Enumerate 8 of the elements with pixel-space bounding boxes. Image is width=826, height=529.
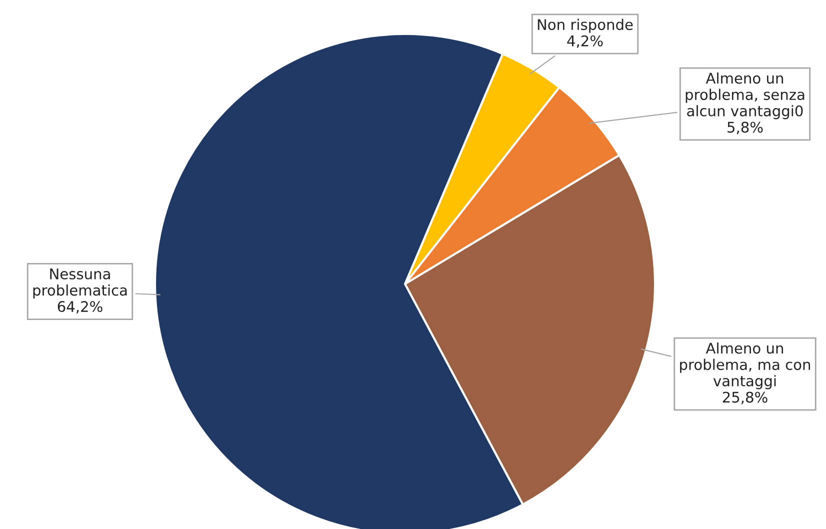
slice-label: Non risponde bbox=[538, 18, 633, 33]
data-label: 4,2% bbox=[567, 35, 603, 48]
slice-label: Almeno un problema, senza alcun vantaggi0 bbox=[686, 72, 804, 120]
data-label: 5,8% bbox=[728, 122, 763, 134]
data-label: 64,2% bbox=[58, 301, 102, 314]
data-label: 25,8% bbox=[722, 392, 768, 404]
slice-label: Almeno un problema, ma con vantaggi bbox=[680, 342, 810, 390]
slice-label: Nessuna problematica bbox=[33, 268, 127, 299]
